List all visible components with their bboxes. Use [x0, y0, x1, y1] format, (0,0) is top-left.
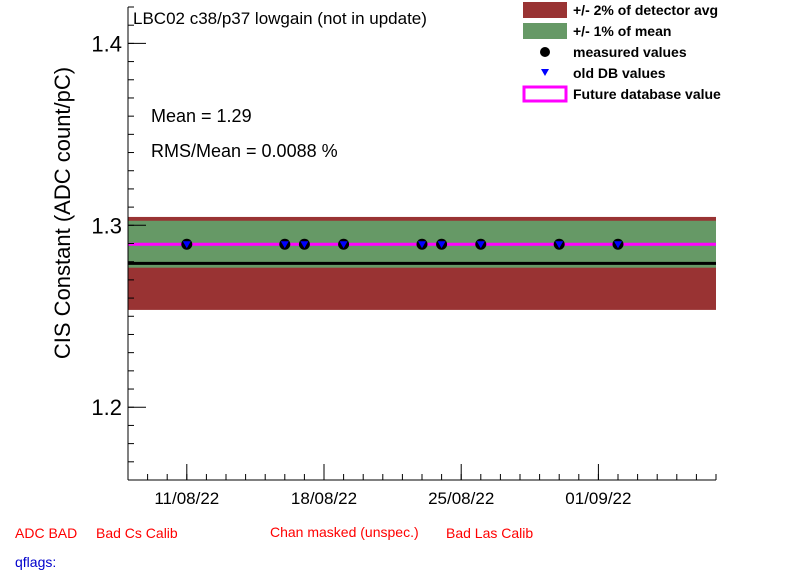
old-db-point	[614, 241, 622, 249]
legend-swatch-future-db	[522, 85, 568, 103]
old-db-point	[280, 241, 289, 249]
legend: +/- 2% of detector avg +/- 1% of mean me…	[519, 0, 796, 105]
x-tick-label: 01/09/22	[565, 489, 631, 508]
rms-annotation: RMS/Mean = 0.0088 %	[151, 141, 338, 161]
legend-label-mean-band: +/- 1% of mean	[573, 23, 671, 39]
x-tick-label: 25/08/22	[428, 489, 494, 508]
legend-label-future-db: Future database value	[573, 86, 721, 102]
y-tick-label: 1.3	[91, 213, 122, 238]
y-tick-label: 1.2	[91, 395, 122, 420]
old-db-point	[437, 241, 446, 249]
mean-annotation: Mean = 1.29	[151, 106, 252, 126]
chart-title: LBC02 c38/p37 lowgain (not in update)	[133, 9, 427, 28]
legend-label-old-db: old DB values	[573, 65, 666, 81]
legend-swatch-mean-band	[523, 23, 567, 39]
legend-marker-old-db	[541, 69, 549, 76]
flag-bad-las-calib: Bad Las Calib	[446, 525, 534, 541]
old-db-point	[476, 241, 485, 249]
y-axis-label: CIS Constant (ADC count/pC)	[50, 67, 75, 359]
flag-chan-masked: Chan masked (unspec.)	[270, 524, 419, 540]
x-tick-label: 11/08/22	[154, 489, 219, 508]
legend-label-measured: measured values	[573, 44, 687, 60]
flag-adc-bad: ADC BAD	[15, 525, 78, 541]
data-points	[181, 238, 624, 250]
legend-label-detector-band: +/- 2% of detector avg	[573, 2, 718, 18]
old-db-point	[182, 241, 191, 249]
axes: 1.2 1.3 1.4 11/08/22 18/08/22 25/08/22 01/09/2…	[91, 6, 717, 508]
old-db-point	[418, 241, 426, 249]
old-db-point	[300, 241, 309, 249]
old-db-point	[339, 241, 348, 249]
old-db-point	[555, 241, 564, 249]
x-tick-label: 18/08/22	[291, 489, 357, 508]
qflags-label: qflags:	[15, 554, 57, 570]
flag-bad-cs-calib: Bad Cs Calib	[96, 525, 178, 541]
legend-swatch-detector-band	[523, 2, 567, 18]
y-tick-label: 1.4	[91, 31, 122, 56]
legend-marker-measured	[540, 47, 550, 57]
